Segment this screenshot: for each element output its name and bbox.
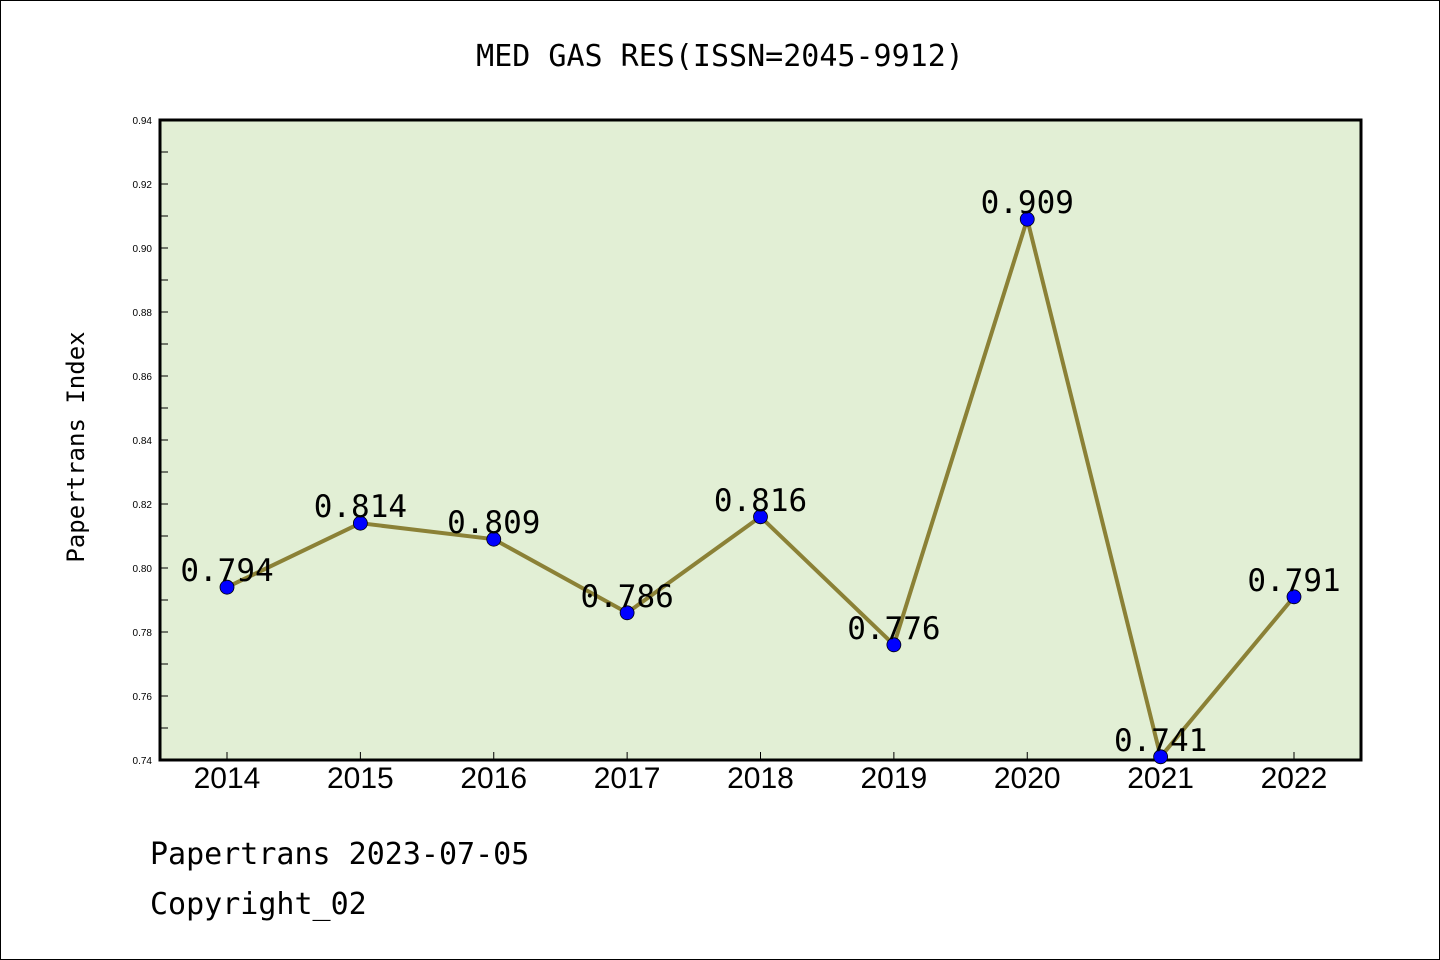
x-tick-label: 2019 (861, 762, 928, 795)
data-point-marker (352, 515, 368, 531)
data-label: 0.816 (714, 483, 807, 519)
series-line-group (219, 211, 1302, 765)
data-label: 0.814 (314, 489, 407, 525)
x-tick-label: 2017 (594, 762, 661, 795)
chart-title: MED GAS RES(ISSN=2045-9912) (476, 39, 964, 74)
data-label: 0.909 (981, 185, 1074, 221)
data-point-marker (753, 509, 768, 525)
data-label: 0.786 (580, 579, 673, 615)
y-axis-label: Papertrans Index (62, 331, 90, 562)
data-label: 0.794 (180, 553, 273, 589)
plot-area (158, 118, 1363, 762)
y-tick-label: 0.74 (133, 756, 153, 767)
y-tick-label: 0.78 (133, 628, 153, 639)
y-axis: 0.74 0.76 0.78 0.80 0.82 0.84 0.86 0.88 0.90 0.92… (133, 116, 168, 767)
y-tick-label: 0.86 (133, 372, 153, 383)
y-tick-label: 0.94 (133, 116, 153, 127)
footer-copyright-text: Copyright_02 (150, 887, 367, 922)
y-tick-label: 0.92 (133, 180, 153, 191)
footer-date-text: Papertrans 2023-07-05 (150, 837, 529, 872)
x-tick-label: 2014 (194, 762, 261, 795)
x-tick-label: 2015 (327, 762, 394, 795)
y-tick-label: 0.84 (133, 436, 153, 447)
data-point-marker (1286, 589, 1302, 605)
x-tick-label: 2021 (1127, 762, 1194, 795)
y-tick-label: 0.90 (133, 244, 153, 255)
data-label: 0.741 (1114, 723, 1207, 759)
data-point-marker (1019, 211, 1035, 227)
x-tick-label: 2020 (994, 762, 1061, 795)
data-point-marker (619, 605, 635, 621)
data-point-marker (886, 637, 902, 653)
data-label: 0.791 (1247, 563, 1340, 599)
y-tick-label: 0.76 (133, 692, 153, 703)
data-point-marker (219, 579, 235, 595)
x-tick-label: 2018 (727, 762, 794, 795)
x-tick-label: 2016 (460, 762, 527, 795)
x-tick-label: 2022 (1261, 762, 1328, 795)
data-labels: 0.794 0.814 0.809 0.786 0.816 0.776 0.909 0.741… (180, 185, 1340, 759)
data-point-marker (486, 531, 502, 547)
y-tick-label: 0.80 (133, 564, 153, 575)
x-axis: 2014 2015 2016 2017 2018 2019 2020 2021 2022 (194, 752, 1328, 795)
data-label: 0.809 (447, 505, 540, 541)
y-tick-label: 0.88 (133, 308, 153, 319)
y-tick-label: 0.82 (133, 500, 153, 511)
data-point-marker (1153, 749, 1169, 765)
data-label: 0.776 (847, 611, 940, 647)
